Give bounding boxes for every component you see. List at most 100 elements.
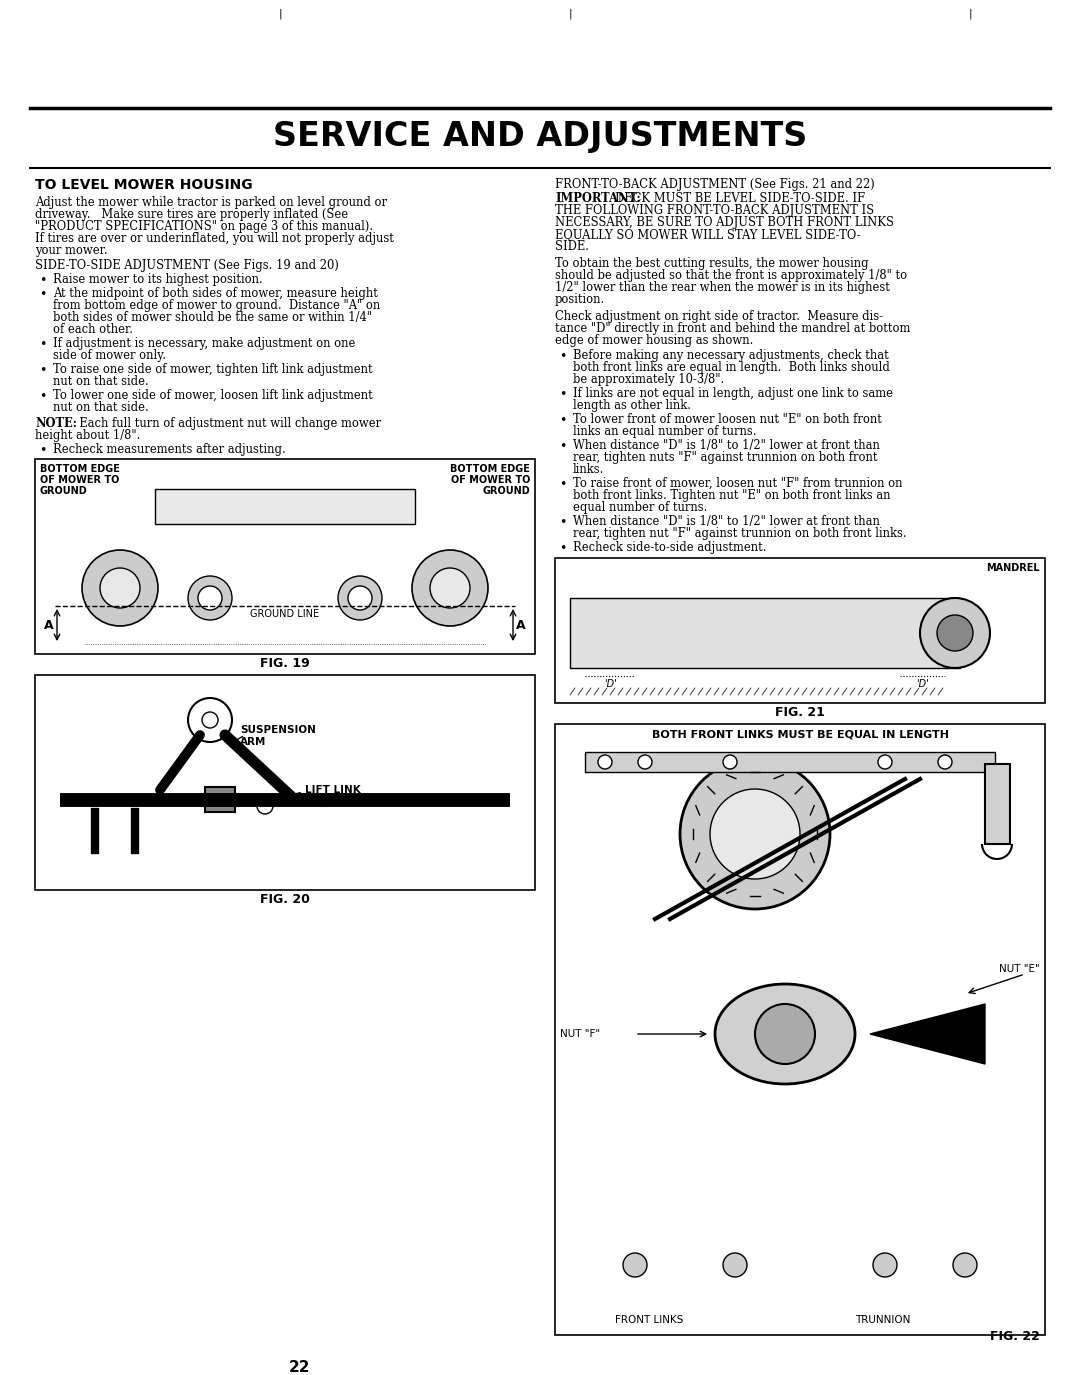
- Text: •: •: [559, 542, 566, 556]
- Text: |: |: [279, 8, 282, 18]
- Text: FRONT LINKS: FRONT LINKS: [615, 1314, 684, 1326]
- Bar: [585, 752, 995, 771]
- Circle shape: [338, 576, 382, 620]
- Circle shape: [188, 576, 232, 620]
- Text: •: •: [559, 414, 566, 428]
- Text: NUT "F": NUT "F": [561, 1028, 600, 1040]
- Text: OF MOWER TO: OF MOWER TO: [450, 474, 530, 485]
- Circle shape: [953, 1253, 977, 1277]
- Bar: [985, 765, 1010, 844]
- Text: To obtain the best cutting results, the mower housing: To obtain the best cutting results, the …: [555, 257, 868, 270]
- Text: OF MOWER TO: OF MOWER TO: [40, 474, 120, 485]
- Text: •: •: [39, 287, 46, 301]
- Text: be approximately 10-3/8".: be approximately 10-3/8".: [573, 373, 725, 386]
- Text: FIG. 19: FIG. 19: [260, 657, 310, 670]
- Text: TRUNNION: TRUNNION: [855, 1314, 910, 1326]
- Circle shape: [638, 755, 652, 769]
- Text: BOTTOM EDGE: BOTTOM EDGE: [450, 463, 530, 474]
- Text: both sides of mower should be the same or within 1/4": both sides of mower should be the same o…: [53, 311, 372, 324]
- Text: should be adjusted so that the front is approximately 1/8" to: should be adjusted so that the front is …: [555, 270, 907, 282]
- Text: At the midpoint of both sides of mower, measure height: At the midpoint of both sides of mower, …: [53, 287, 378, 300]
- Text: nut on that side.: nut on that side.: [53, 375, 149, 388]
- Circle shape: [411, 550, 488, 626]
- Text: equal number of turns.: equal number of turns.: [573, 500, 707, 514]
- Circle shape: [723, 1253, 747, 1277]
- Text: 'D': 'D': [604, 679, 617, 689]
- Text: A: A: [516, 619, 526, 631]
- Circle shape: [198, 586, 222, 610]
- Text: SERVICE AND ADJUSTMENTS: SERVICE AND ADJUSTMENTS: [273, 120, 807, 153]
- Circle shape: [878, 755, 892, 769]
- Text: To lower front of mower loosen nut "E" on both front: To lower front of mower loosen nut "E" o…: [573, 412, 882, 426]
- Circle shape: [598, 755, 612, 769]
- Text: Adjust the mower while tractor is parked on level ground or: Adjust the mower while tractor is parked…: [35, 197, 387, 209]
- Circle shape: [920, 598, 990, 668]
- Text: nut on that side.: nut on that side.: [53, 402, 149, 414]
- Bar: [555, 558, 1045, 703]
- Circle shape: [82, 550, 158, 626]
- Text: both front links. Tighten nut "E" on both front links an: both front links. Tighten nut "E" on bot…: [573, 490, 891, 502]
- Text: •: •: [39, 364, 46, 377]
- Polygon shape: [870, 1004, 985, 1064]
- Bar: [156, 490, 415, 524]
- Text: FIG. 21: FIG. 21: [775, 705, 825, 719]
- Text: Raise mower to its highest position.: Raise mower to its highest position.: [53, 274, 262, 286]
- Text: •: •: [39, 444, 46, 456]
- Text: rear, tighten nut "F" against trunnion on both front links.: rear, tighten nut "F" against trunnion o…: [573, 527, 906, 540]
- Text: edge of mower housing as shown.: edge of mower housing as shown.: [555, 334, 754, 346]
- Circle shape: [202, 712, 218, 727]
- Text: SIDE-TO-SIDE ADJUSTMENT (See Figs. 19 and 20): SIDE-TO-SIDE ADJUSTMENT (See Figs. 19 an…: [35, 258, 339, 272]
- Text: |: |: [968, 8, 972, 18]
- Text: 1/2" lower than the rear when the mower is in its highest: 1/2" lower than the rear when the mower …: [555, 280, 890, 294]
- Text: •: •: [559, 516, 566, 529]
- Text: SIDE.: SIDE.: [555, 241, 589, 253]
- Text: BOTTOM EDGE: BOTTOM EDGE: [40, 463, 120, 474]
- Ellipse shape: [755, 1004, 815, 1064]
- Text: 22: 22: [289, 1360, 311, 1375]
- Text: IMPORTANT:: IMPORTANT:: [555, 193, 640, 205]
- Text: links an equal number of turns.: links an equal number of turns.: [573, 425, 756, 439]
- Text: Before making any necessary adjustments, check that: Before making any necessary adjustments,…: [573, 349, 889, 362]
- Circle shape: [257, 798, 273, 814]
- Text: NUT "E": NUT "E": [999, 964, 1040, 973]
- Text: side of mower only.: side of mower only.: [53, 349, 166, 362]
- Text: BOTH FRONT LINKS MUST BE EQUAL IN LENGTH: BOTH FRONT LINKS MUST BE EQUAL IN LENGTH: [651, 729, 948, 738]
- Text: "PRODUCT SPECIFICATIONS" on page 3 of this manual).: "PRODUCT SPECIFICATIONS" on page 3 of th…: [35, 220, 373, 232]
- Text: FRONT-TO-BACK ADJUSTMENT (See Figs. 21 and 22): FRONT-TO-BACK ADJUSTMENT (See Figs. 21 a…: [555, 177, 875, 191]
- Text: Check adjustment on right side of tractor.  Measure dis-: Check adjustment on right side of tracto…: [555, 309, 883, 323]
- Text: length as other link.: length as other link.: [573, 399, 691, 412]
- Text: EQUALLY SO MOWER WILL STAY LEVEL SIDE-TO-: EQUALLY SO MOWER WILL STAY LEVEL SIDE-TO…: [555, 228, 861, 241]
- Text: Each full turn of adjustment nut will change mower: Each full turn of adjustment nut will ch…: [72, 417, 381, 430]
- Text: If adjustment is necessary, make adjustment on one: If adjustment is necessary, make adjustm…: [53, 337, 355, 351]
- Circle shape: [188, 698, 232, 742]
- Text: If links are not equal in length, adjust one link to same: If links are not equal in length, adjust…: [573, 386, 893, 400]
- Text: To raise one side of mower, tighten lift link adjustment: To raise one side of mower, tighten lift…: [53, 363, 373, 375]
- Text: tance "D" directly in front and behind the mandrel at bottom: tance "D" directly in front and behind t…: [555, 322, 910, 336]
- Circle shape: [937, 615, 973, 650]
- Text: To raise front of mower, loosen nut "F" from trunnion on: To raise front of mower, loosen nut "F" …: [573, 477, 903, 489]
- Circle shape: [680, 759, 831, 909]
- Text: rear, tighten nuts "F" against trunnion on both front: rear, tighten nuts "F" against trunnion …: [573, 451, 877, 463]
- Text: THE FOLLOWING FRONT-TO-BACK ADJUSTMENT IS: THE FOLLOWING FRONT-TO-BACK ADJUSTMENT I…: [555, 204, 874, 217]
- Text: A: A: [44, 619, 54, 631]
- Text: Recheck measurements after adjusting.: Recheck measurements after adjusting.: [53, 443, 286, 456]
- Text: GROUND: GROUND: [483, 485, 530, 496]
- Text: GROUND LINE: GROUND LINE: [249, 609, 319, 619]
- Text: When distance "D" is 1/8" to 1/2" lower at front than: When distance "D" is 1/8" to 1/2" lower …: [573, 516, 880, 528]
- Circle shape: [100, 568, 140, 608]
- Text: position.: position.: [555, 293, 605, 307]
- Text: •: •: [39, 390, 46, 403]
- Text: height about 1/8".: height about 1/8".: [35, 429, 140, 441]
- Circle shape: [939, 755, 951, 769]
- Text: TO LEVEL MOWER HOUSING: TO LEVEL MOWER HOUSING: [35, 177, 253, 192]
- Text: NECESSARY, BE SURE TO ADJUST BOTH FRONT LINKS: NECESSARY, BE SURE TO ADJUST BOTH FRONT …: [555, 216, 894, 230]
- Text: from bottom edge of mower to ground.  Distance "A" on: from bottom edge of mower to ground. Dis…: [53, 298, 380, 312]
- Circle shape: [873, 1253, 897, 1277]
- Text: of each other.: of each other.: [53, 323, 133, 336]
- Bar: [570, 598, 960, 668]
- Text: FIG. 22: FIG. 22: [990, 1330, 1040, 1343]
- Ellipse shape: [715, 984, 855, 1084]
- Circle shape: [710, 789, 800, 879]
- Text: GROUND: GROUND: [40, 485, 87, 496]
- Bar: [35, 459, 535, 654]
